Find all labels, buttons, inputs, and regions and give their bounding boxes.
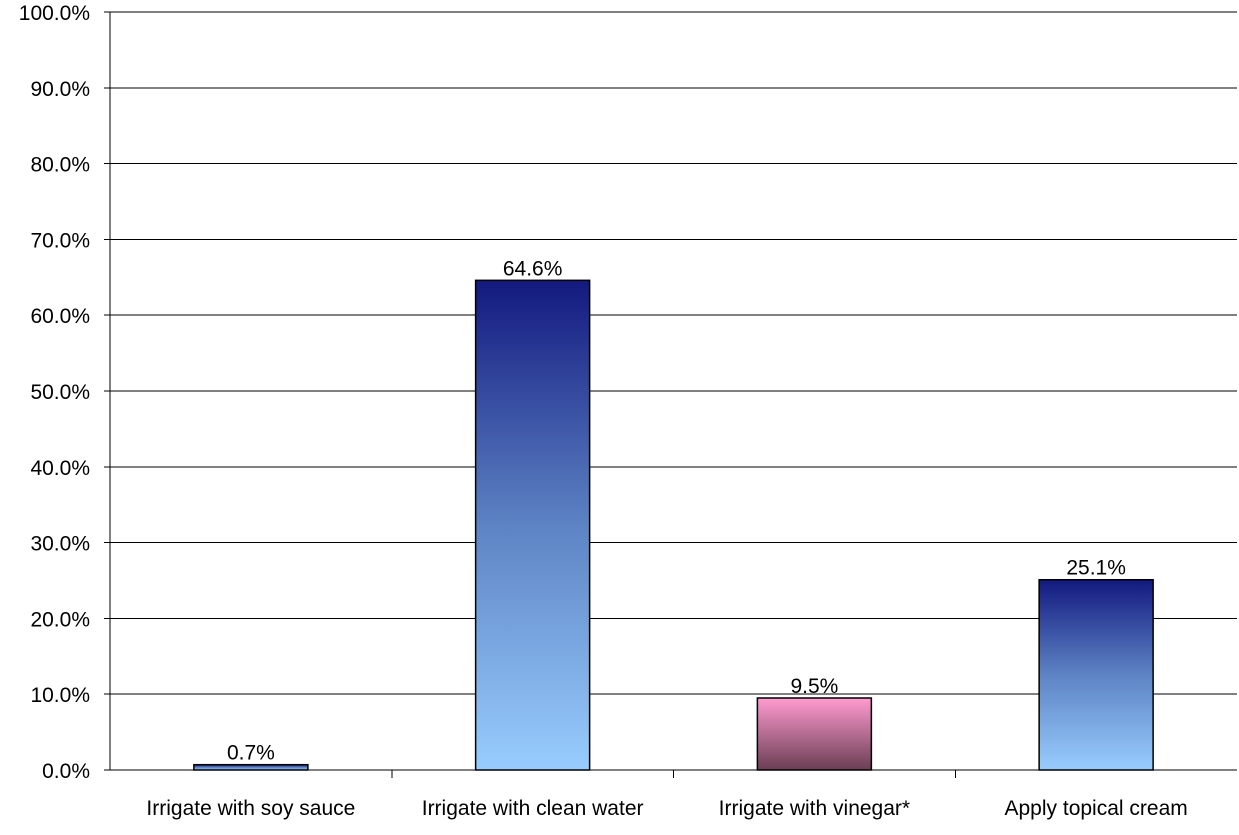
labels: 0.0% 10.0% 20.0% 30.0% 40.0% 50.0% 60.0% 70.0% 8… — [19, 2, 1188, 820]
y-tick-label: 80.0% — [30, 154, 90, 177]
bar — [474, 279, 591, 771]
y-tick-label: 20.0% — [30, 608, 90, 631]
x-tick-label: Apply topical cream — [1005, 797, 1188, 820]
x-tick-label: Irrigate with soy sauce — [146, 797, 355, 820]
gridlines — [110, 11, 1237, 695]
y-tick-label: 50.0% — [30, 381, 90, 404]
x-tick-label: Irrigate with vinegar* — [719, 797, 910, 820]
x-tick-label: Irrigate with clean water — [422, 797, 644, 820]
y-tick-label: 90.0% — [30, 78, 90, 101]
bar — [193, 763, 309, 771]
data-label: 9.5% — [790, 675, 838, 698]
y-tick-label: 0.0% — [42, 760, 90, 783]
bars — [193, 279, 1154, 771]
data-label: 0.7% — [227, 742, 275, 765]
y-tick-label: 100.0% — [19, 2, 90, 25]
y-tick-label: 30.0% — [30, 533, 90, 556]
bar — [756, 697, 873, 771]
y-tick-label: 60.0% — [30, 305, 90, 328]
data-label: 64.6% — [503, 257, 563, 280]
data-label: 25.1% — [1066, 557, 1126, 580]
y-tick-label: 10.0% — [30, 684, 90, 707]
y-tick-label: 70.0% — [30, 229, 90, 252]
bar — [1038, 578, 1154, 771]
y-tick-label: 40.0% — [30, 457, 90, 480]
